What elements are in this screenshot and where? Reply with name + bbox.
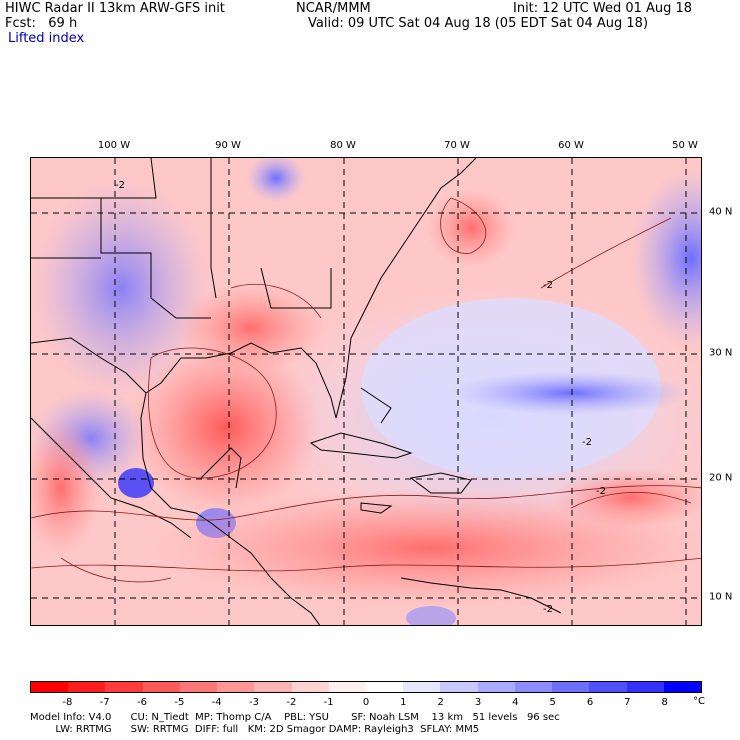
lon-label-90w: 90 W (215, 140, 241, 151)
colorbar-swatch (254, 682, 292, 692)
map-canvas: -2 -2 -2 -2 -2 (31, 158, 701, 625)
colorbar-tick-label: 5 (549, 697, 556, 708)
colorbar-tick-label: -2 (286, 697, 297, 708)
colorbar-tick-label: 6 (586, 697, 594, 708)
mexico-blue-core (118, 468, 154, 498)
colorbar-swatch (663, 682, 701, 692)
lat-lon-grid (31, 158, 701, 625)
lon-label-80w: 80 W (330, 140, 356, 151)
contour-lines (31, 197, 701, 583)
lon-label-100w: 100 W (97, 140, 131, 151)
colorbar-tick-label: -6 (137, 697, 147, 708)
colorbar-tick-label: 2 (437, 697, 444, 708)
colorbar-swatch (514, 682, 553, 692)
colorbar-tick-label: 0 (362, 697, 370, 708)
colorbar-swatch (328, 682, 366, 692)
colorbar-tick-label: -5 (174, 697, 185, 708)
lat-label-40n: 40 N (709, 206, 733, 218)
colorbar-swatch (142, 682, 180, 692)
offshore-unstable-spot (426, 188, 516, 268)
colorbar-swatch (31, 682, 69, 692)
south-america-blue (406, 606, 456, 625)
colorbar-swatch (440, 682, 478, 692)
lat-label-10n: 10 N (709, 591, 733, 603)
colorbar-tick-label: 3 (474, 697, 482, 708)
colorbar-swatch (552, 682, 590, 692)
contour-label: -2 (115, 180, 125, 191)
caribbean-unstable-band (151, 488, 701, 608)
forecast-hour: Fcst: 69 h (5, 16, 78, 31)
lat-label-20n: 20 N (709, 472, 733, 484)
colorbar-unit: °C (693, 696, 705, 707)
field-name: Lifted index (8, 31, 85, 46)
colorbar-tick-label: -8 (62, 697, 73, 708)
lifted-index-map: -2 -2 -2 -2 -2 (30, 157, 702, 626)
lat-label-30n: 30 N (709, 347, 733, 359)
colorbar-tick-label: -3 (249, 697, 259, 708)
colorbar-tick-label: -7 (99, 697, 110, 708)
valid-time: Valid: 09 UTC Sat 04 Aug 18 (05 EDT Sat … (308, 16, 649, 31)
model-info-line2: LW: RRTMG SW: RRTMG DIFF: full KM: 2D Sm… (30, 724, 480, 735)
colorbar-swatch (365, 682, 404, 692)
colorbar (30, 681, 702, 693)
lon-label-70w: 70 W (444, 140, 470, 151)
colorbar-swatch (589, 682, 627, 692)
lon-label-60w: 60 W (558, 140, 584, 151)
colorbar-tick-label: 1 (400, 697, 407, 708)
atlantic-blue-band (451, 371, 691, 415)
colorbar-swatch (477, 682, 515, 692)
model-info-line1: Model Info: V4.0 CU: N_Tiedt MP: Thomp C… (30, 712, 560, 723)
pacific-unstable-region (31, 418, 101, 558)
organization-label: NCAR/MMM (296, 1, 371, 16)
colorbar-swatch (403, 682, 441, 692)
contour-label: -2 (582, 437, 592, 448)
colorbar-swatch (68, 682, 106, 692)
contour-label: -2 (596, 486, 606, 497)
model-title: HIWC Radar II 13km ARW-GFS init (5, 1, 225, 16)
plains-stable-region (31, 178, 211, 398)
colorbar-tick-label: -4 (211, 697, 222, 708)
colorbar-swatch (217, 682, 255, 692)
colorbar-swatch (291, 682, 329, 692)
lon-label-50w: 50 W (672, 140, 698, 151)
colorbar-tick-label: 7 (624, 697, 631, 708)
init-time: Init: 12 UTC Wed 01 Aug 18 (513, 1, 693, 16)
colorbar-swatch (105, 682, 143, 692)
colorbar-tick-label: 4 (512, 697, 519, 708)
colorbar-swatch (179, 682, 218, 692)
gulf-unstable-region (131, 343, 321, 513)
tropical-atlantic-unstable (551, 468, 701, 528)
great-lakes-stable-spot (246, 158, 306, 203)
coastlines (31, 158, 562, 625)
contour-label: -2 (543, 604, 553, 615)
colorbar-tick-label: -1 (323, 697, 334, 708)
colorbar-tick-label: 8 (661, 697, 668, 708)
southeast-us-unstable (176, 283, 326, 373)
contour-label: -2 (543, 280, 553, 291)
colorbar-swatch (626, 682, 664, 692)
